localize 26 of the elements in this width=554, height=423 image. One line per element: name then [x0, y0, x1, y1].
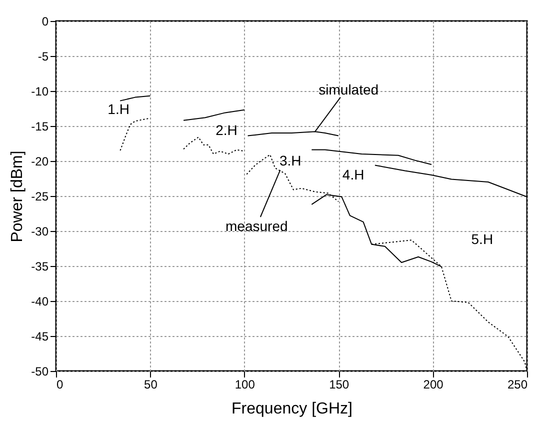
- annotation: 1.H: [108, 100, 130, 117]
- x-tick-label: 0: [56, 378, 64, 392]
- annotation: 4.H: [342, 166, 364, 183]
- y-tick-label: -25: [31, 190, 49, 204]
- y-tick-label: -10: [31, 84, 49, 98]
- annotation: simulated: [318, 81, 379, 98]
- x-tick-label: 100: [234, 378, 256, 392]
- annotation: measured: [226, 218, 288, 234]
- x-tick-label: 250: [507, 378, 528, 392]
- y-tick-label: -45: [31, 330, 49, 344]
- y-axis-title: Power [dBm]: [9, 150, 26, 242]
- y-tick-label: -40: [31, 294, 49, 308]
- y-tick-label: -50: [31, 364, 49, 378]
- y-tick-label: -35: [31, 260, 49, 274]
- annotation: 2.H: [216, 122, 238, 138]
- y-tick-label: -30: [31, 224, 49, 238]
- annotation: 3.H: [279, 152, 302, 169]
- y-tick-label: -5: [38, 50, 49, 64]
- y-tick-label: -15: [31, 120, 49, 134]
- y-tick-label: -20: [31, 154, 49, 168]
- x-tick-label: 150: [329, 378, 350, 392]
- annotation: 5.H: [471, 231, 494, 248]
- y-tick-label: 0: [42, 14, 49, 28]
- x-tick-label: 50: [144, 378, 158, 392]
- x-axis-title: Frequency [GHz]: [232, 400, 352, 418]
- x-tick-label: 200: [423, 378, 444, 392]
